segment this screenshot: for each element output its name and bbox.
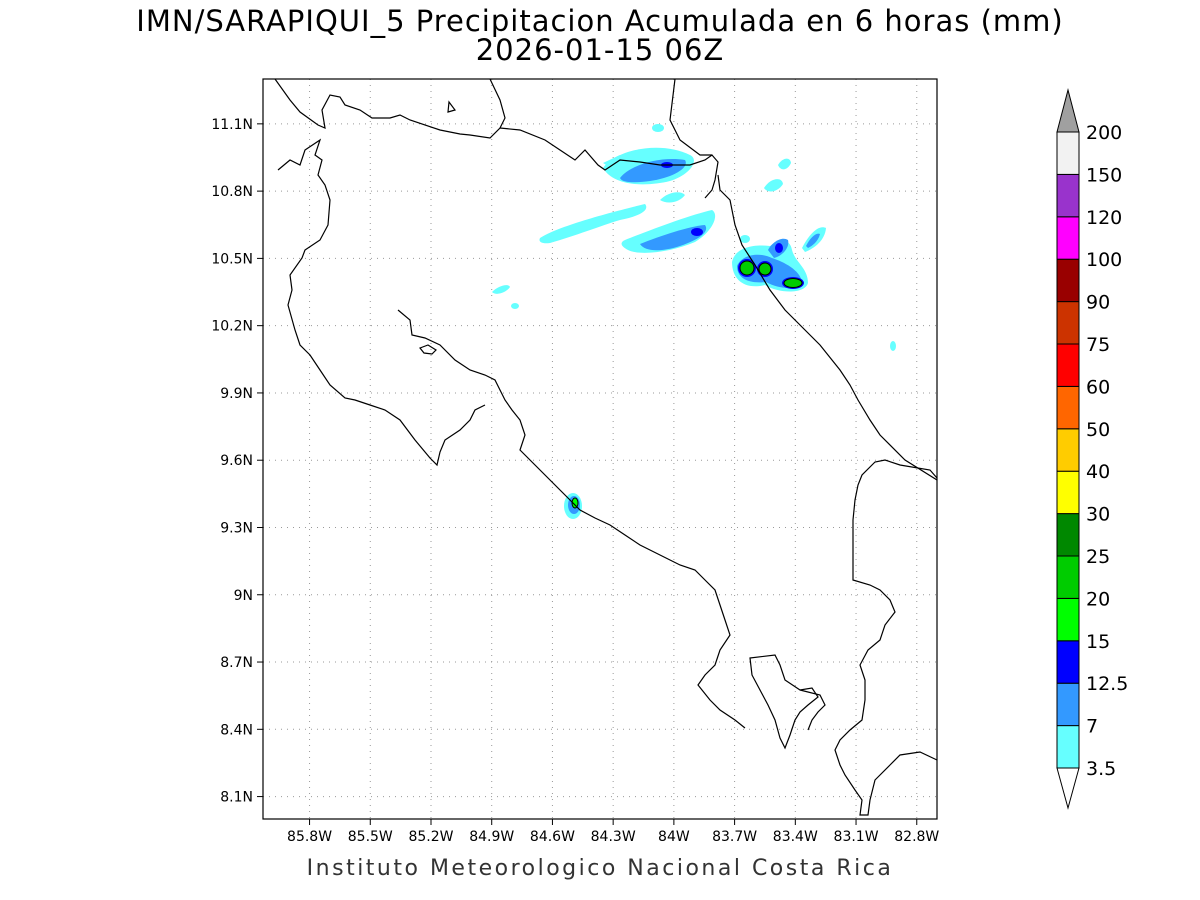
colorbar-swatch	[1056, 640, 1080, 684]
precip-area-west2	[511, 303, 519, 309]
colorbar-swatch	[1056, 725, 1080, 769]
colorbar-swatch	[1056, 301, 1080, 345]
precip-area-band	[539, 204, 647, 244]
coast-gulf-dulce	[799, 689, 826, 731]
precip-area-ne3	[778, 158, 791, 170]
colorbar-label: 3.5	[1086, 758, 1116, 780]
map-frame	[262, 78, 938, 820]
border-nicaragua-2	[499, 127, 719, 199]
lon-tick-label: 84.6W	[530, 829, 575, 845]
colorbar-swatch	[1056, 597, 1080, 642]
colorbar-swatch	[1056, 258, 1080, 303]
map-valid-time: 2026-01-15 06Z	[475, 33, 725, 67]
lat-tick-label: 9.9N	[220, 386, 253, 402]
precip-area-north-small	[603, 155, 625, 166]
coast-caribbean-north	[669, 79, 712, 156]
lon-tick-label: 82.8W	[894, 829, 939, 845]
lon-tick-label: 85.5W	[348, 829, 393, 845]
lon-tick-label: 85.2W	[408, 829, 453, 845]
lat-tick-label: 9.3N	[220, 520, 253, 536]
precip-area-east-edge	[890, 341, 896, 351]
colorbar-label: 100	[1086, 249, 1122, 271]
precipitation-field	[492, 124, 896, 519]
coast-osa	[749, 654, 819, 750]
colorbar: 3.5 7 12.5 15 20 25 30 40 50 60 75 90 100 120 150 200	[1056, 88, 1128, 810]
precip-area-central-inner	[640, 225, 707, 251]
colorbar-swatch	[1056, 682, 1080, 727]
precip-area-tip	[652, 124, 664, 132]
colorbar-label: 120	[1086, 207, 1122, 229]
lat-tick-label: 8.7N	[220, 655, 253, 671]
colorbar-swatch	[1056, 428, 1080, 472]
colorbar-label: 15	[1086, 631, 1110, 653]
colorbar-label: 200	[1086, 122, 1122, 144]
coast-panama-border	[834, 459, 937, 816]
precip-area-ne2-inner	[806, 233, 820, 248]
lat-tick-label: 8.1N	[220, 790, 253, 806]
lat-tick-label: 10.2N	[211, 319, 253, 335]
lake-island	[447, 100, 457, 113]
coast-island	[419, 344, 437, 355]
colorbar-over-triangle	[1056, 88, 1080, 133]
colorbar-label: 150	[1086, 164, 1122, 186]
colorbar-swatch	[1056, 555, 1080, 599]
lon-tick-label: 85.8W	[287, 829, 332, 845]
colorbar-label: 40	[1086, 461, 1110, 483]
coast-caribbean	[717, 174, 937, 481]
lon-tick-label: 84.3W	[591, 829, 636, 845]
colorbar-swatch	[1056, 513, 1080, 557]
precip-heavy-2	[758, 262, 772, 276]
lon-tick-label: 84W	[658, 829, 690, 845]
colorbar-label: 20	[1086, 588, 1110, 610]
colorbar-swatch	[1056, 470, 1080, 515]
colorbar-label: 50	[1086, 419, 1110, 441]
longitude-axis: 85.8W 85.5W 85.2W 84.9W 84.6W 84.3W 84W 83.7W 83…	[287, 819, 939, 845]
map-title: IMN/SARAPIQUI_5 Precipitacion Acumulada …	[136, 4, 1064, 38]
colorbar-label: 75	[1086, 334, 1110, 356]
colorbar-under-triangle	[1056, 767, 1080, 810]
precip-heavy-1	[739, 260, 755, 276]
coast-pacific-north	[277, 138, 486, 467]
colorbar-label: 25	[1086, 546, 1110, 568]
colorbar-swatch	[1056, 216, 1080, 260]
colorbar-label: 30	[1086, 504, 1110, 526]
colorbar-label: 90	[1086, 292, 1110, 314]
lat-tick-label: 10.8N	[211, 184, 253, 200]
colorbar-label: 60	[1086, 376, 1110, 398]
border-nicaragua	[274, 79, 506, 139]
precip-area-north2	[660, 192, 685, 203]
coastline	[274, 79, 937, 816]
colorbar-swatch	[1056, 173, 1080, 218]
lat-tick-label: 8.4N	[220, 722, 253, 738]
precip-area-west	[492, 285, 510, 294]
colorbar-swatch	[1056, 343, 1080, 387]
precip-area-east	[740, 235, 750, 243]
colorbar-swatch	[1056, 131, 1080, 175]
lon-tick-label: 83.7W	[712, 829, 757, 845]
graticule-grid	[263, 79, 937, 819]
latitude-axis: 11.1N 10.8N 10.5N 10.2N 9.9N 9.6N 9.3N 9N 8.7N 8.…	[211, 117, 263, 806]
lon-tick-label: 84.9W	[469, 829, 514, 845]
lat-tick-label: 9N	[234, 588, 253, 604]
colorbar-label: 12.5	[1086, 673, 1128, 695]
precip-core-central	[691, 228, 703, 236]
precip-area-ne4	[764, 179, 783, 192]
lat-tick-label: 9.6N	[220, 453, 253, 469]
lat-tick-label: 11.1N	[211, 117, 253, 133]
precip-heavy-south	[571, 497, 579, 509]
precip-heavy-3	[783, 278, 803, 288]
colorbar-swatch	[1056, 385, 1080, 430]
colorbar-label: 7	[1086, 716, 1098, 738]
lon-tick-label: 83.1W	[834, 829, 879, 845]
lat-tick-label: 10.5N	[211, 251, 253, 267]
footer-credit: Instituto Meteorologico Nacional Costa R…	[306, 856, 894, 881]
coast-nicoya-gulf	[397, 309, 746, 729]
precip-core-ne	[775, 243, 783, 253]
lon-tick-label: 83.4W	[773, 829, 818, 845]
